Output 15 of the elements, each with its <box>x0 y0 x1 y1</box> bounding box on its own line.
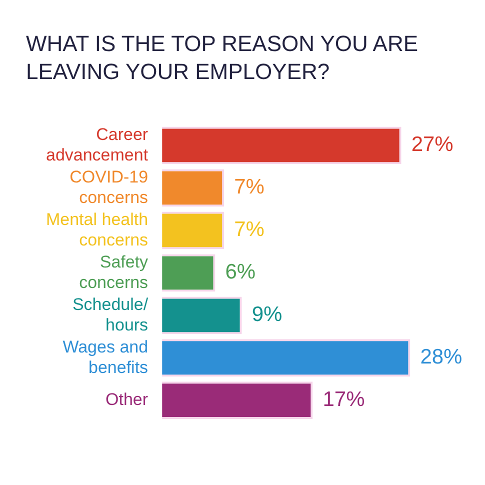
data-label: 7% <box>234 218 264 242</box>
y-tick-label: Schedule/ hours <box>72 294 148 334</box>
y-tick-label: Career advancement <box>46 124 148 164</box>
data-label: 9% <box>252 303 282 326</box>
y-tick-label: Wages and benefits <box>62 337 148 377</box>
y-tick-label: Mental health concerns <box>46 210 148 250</box>
y-tick-label: Other <box>106 390 148 410</box>
data-label: 27% <box>411 133 454 156</box>
chart-title: WHAT IS THE TOP REASON YOU ARE LEAVING YOUR EMPLOYER? <box>26 30 420 86</box>
data-label: 6% <box>225 260 256 284</box>
data-label: 7% <box>234 176 264 199</box>
y-tick-label: COVID-19 concerns <box>70 167 148 207</box>
data-label: 17% <box>322 388 365 412</box>
data-label: 28% <box>420 346 462 369</box>
y-tick-label: Safety concerns <box>79 252 149 292</box>
